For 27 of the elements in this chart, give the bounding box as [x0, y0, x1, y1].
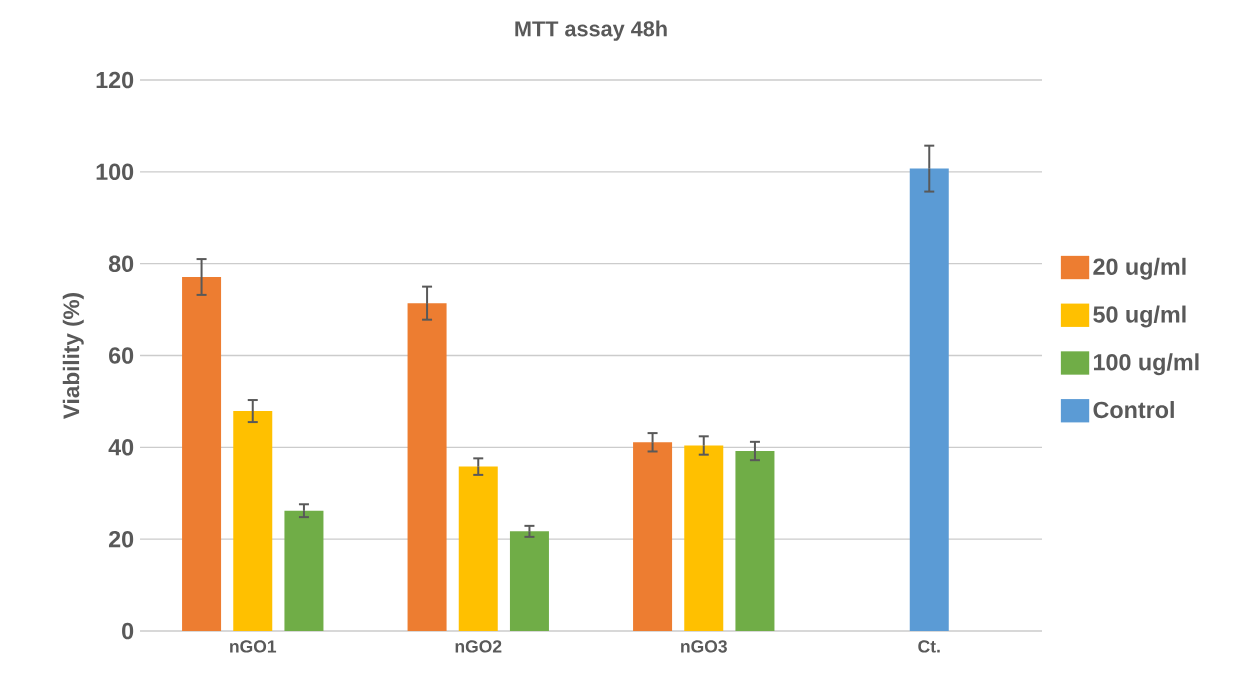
y-tick-label: 80: [108, 255, 134, 272]
legend-label: Control: [1093, 401, 1174, 419]
bar: [407, 303, 447, 631]
bar: [182, 276, 222, 631]
bar: [633, 442, 673, 631]
y-tick-label: 120: [96, 71, 134, 89]
bar: [458, 466, 498, 631]
legend-label: 100 ug/ml: [1094, 353, 1199, 376]
y-tick-label: 60: [109, 347, 134, 364]
bar: [684, 445, 724, 631]
y-tick-label: 100: [96, 163, 134, 181]
chart-title: MTT assay 48h: [515, 20, 667, 41]
bar: [284, 510, 324, 631]
y-axis-title: Viability (%): [62, 293, 84, 419]
bar: [909, 168, 949, 631]
x-tick-label: nGO1: [230, 640, 277, 653]
y-tick-label: 20: [108, 530, 134, 548]
x-tick-label: nGO2: [455, 640, 502, 653]
y-tick-label: 40: [108, 439, 134, 456]
x-tick-label: Ct.: [918, 640, 940, 653]
bar: [233, 411, 273, 631]
legend-label: 50 ug/ml: [1093, 305, 1186, 328]
y-tick-label: 0: [122, 622, 134, 640]
bar: [735, 451, 775, 631]
bar: [509, 531, 549, 631]
legend-label: 20 ug/ml: [1093, 257, 1186, 280]
x-tick-label: nGO3: [681, 640, 727, 653]
